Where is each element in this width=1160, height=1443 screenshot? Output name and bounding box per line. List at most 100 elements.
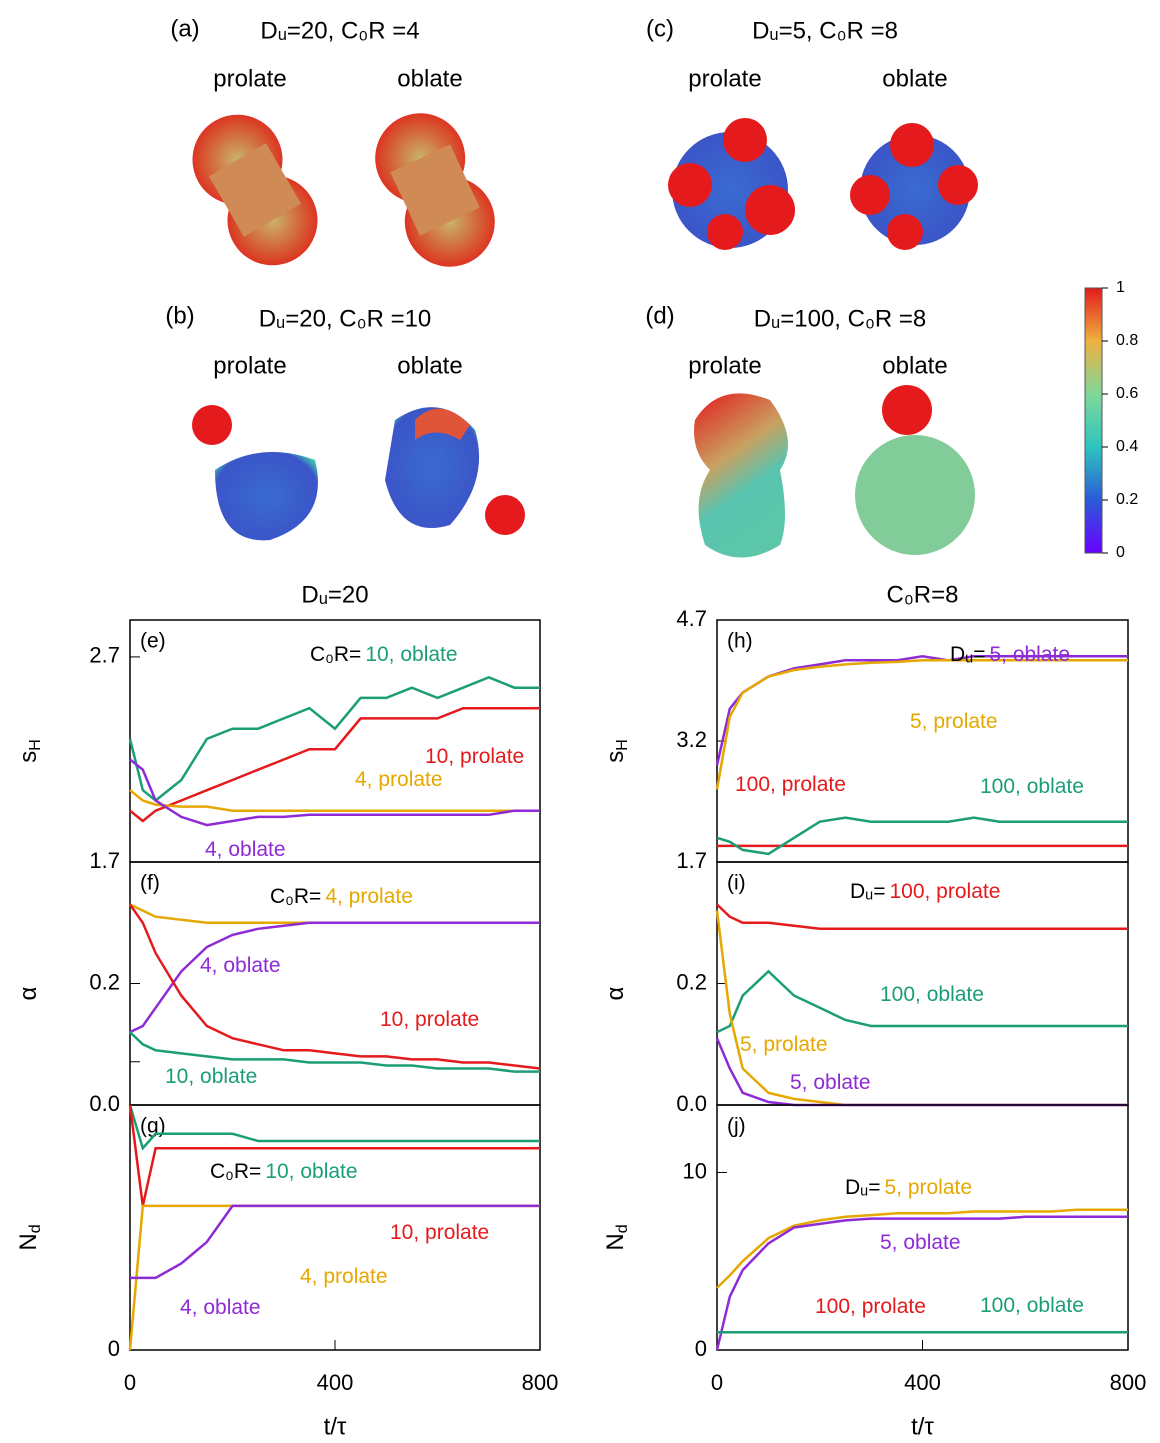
bud — [890, 123, 934, 167]
y-label-main: N — [602, 1233, 629, 1250]
label-prefix: C₀R= — [310, 643, 361, 666]
panel-label: (f) — [140, 872, 160, 895]
panel-title: Dᵤ=100, C₀R =8 — [754, 305, 927, 332]
y-tick-label: 0.2 — [89, 969, 120, 994]
series-label: 10, prolate — [380, 1008, 479, 1031]
series-label: C₀R=10, oblate — [310, 643, 458, 666]
series-label: C₀R=10, oblate — [210, 1160, 358, 1183]
series-name: 10, oblate — [165, 1065, 257, 1088]
series-name: 100, prolate — [889, 880, 1000, 903]
series-name: 4, oblate — [200, 954, 281, 977]
series-name: 5, prolate — [884, 1176, 972, 1199]
series-name: 10, prolate — [380, 1008, 479, 1031]
series-name: 10, oblate — [365, 643, 457, 666]
panel-label: (e) — [140, 630, 166, 653]
bud — [887, 214, 923, 250]
colorbar-tick-label: 1 — [1116, 279, 1125, 296]
series-label: 4, oblate — [205, 838, 286, 861]
y-tick-label: 4.7 — [676, 606, 707, 631]
label-prefix: Dᵤ= — [950, 643, 985, 666]
page: {"panels": [ {"label": "(a)", "title": "… — [0, 0, 1160, 1443]
series-name: 4, oblate — [205, 838, 286, 861]
series-name: 100, oblate — [880, 983, 984, 1006]
bud — [723, 118, 767, 162]
series-label: Dᵤ=5, oblate — [950, 643, 1070, 666]
y-tick-label: 0.0 — [676, 1091, 707, 1116]
panel-title: Dᵤ=5, C₀R =8 — [752, 17, 898, 44]
series-label: 4, prolate — [355, 768, 443, 791]
x-label: t/τ — [911, 1413, 934, 1440]
y-tick-label: 1.7 — [89, 848, 120, 873]
vesicle — [694, 393, 788, 557]
y-label-main: α — [602, 986, 629, 1000]
y-label: α — [602, 986, 629, 1000]
bud — [707, 214, 743, 250]
panel-label: (h) — [727, 630, 753, 653]
series-label: Dᵤ=100, prolate — [850, 880, 1000, 903]
series-label: 100, prolate — [815, 1295, 926, 1318]
y-label-main: α — [15, 986, 42, 1000]
series-label: 4, prolate — [300, 1265, 388, 1288]
vesicle — [360, 98, 509, 281]
y-label-main: s — [602, 751, 629, 763]
panel-label: (d) — [645, 302, 674, 329]
series-name: 100, oblate — [980, 775, 1084, 798]
series-label: 5, prolate — [740, 1033, 828, 1056]
series-label: 5, prolate — [910, 710, 998, 733]
x-tick-label: 400 — [317, 1370, 354, 1395]
series-name: 4, prolate — [355, 768, 443, 791]
y-tick-label: 0.0 — [89, 1091, 120, 1116]
vesicle — [176, 98, 334, 282]
series-label: 100, oblate — [980, 775, 1084, 798]
column-title: Dᵤ=20 — [301, 581, 368, 608]
series-line — [130, 760, 540, 826]
panel-title: Dᵤ=20, C₀R =10 — [259, 305, 432, 332]
y-label: Nd — [602, 1224, 631, 1250]
series-name: 100, prolate — [735, 773, 846, 796]
column-title: C₀R=8 — [887, 581, 959, 608]
series-line — [130, 1105, 540, 1206]
series-label: 10, oblate — [165, 1065, 257, 1088]
series-line — [130, 1105, 540, 1148]
y-tick-label: 0 — [695, 1336, 707, 1361]
shape-label: oblate — [882, 352, 947, 379]
colorbar-tick-label: 0.4 — [1116, 438, 1138, 455]
label-prefix: C₀R= — [210, 1160, 261, 1183]
series-label: 10, prolate — [390, 1221, 489, 1244]
x-tick-label: 800 — [522, 1370, 559, 1395]
series-name: 4, prolate — [300, 1265, 388, 1288]
series-name: 100, oblate — [980, 1294, 1084, 1317]
series-name: 4, oblate — [180, 1296, 261, 1319]
panel-label: (a) — [170, 15, 199, 42]
bud — [668, 163, 712, 207]
bud — [850, 175, 890, 215]
series-label: Dᵤ=5, prolate — [845, 1176, 972, 1199]
shape-label: prolate — [688, 65, 761, 92]
series-name: 5, oblate — [880, 1231, 961, 1254]
series-name: 5, oblate — [790, 1071, 871, 1094]
colorbar — [1085, 288, 1102, 553]
panel-label: (c) — [646, 15, 674, 42]
series-name: 5, prolate — [740, 1033, 828, 1056]
shape-label: prolate — [688, 352, 761, 379]
y-tick-label: 2.7 — [89, 643, 120, 668]
y-tick-label: 1.7 — [676, 848, 707, 873]
y-label-main: N — [15, 1233, 42, 1250]
label-prefix: C₀R= — [270, 885, 321, 908]
y-label: sH — [15, 739, 44, 763]
y-label: Nd — [15, 1224, 44, 1250]
shape-label: prolate — [213, 352, 286, 379]
label-prefix: Dᵤ= — [845, 1176, 880, 1199]
series-label: 10, prolate — [425, 745, 524, 768]
x-tick-label: 800 — [1110, 1370, 1147, 1395]
series-label: C₀R=4, prolate — [270, 885, 413, 908]
shape-label: prolate — [213, 65, 286, 92]
colorbar-tick-label: 0.6 — [1116, 385, 1138, 402]
x-label: t/τ — [324, 1413, 347, 1440]
figure: (a)Dᵤ=20, C₀R =4prolateoblate(b)Dᵤ=20, C… — [0, 0, 1160, 1443]
x-tick-label: 0 — [711, 1370, 723, 1395]
y-tick-label: 3.2 — [676, 727, 707, 752]
panel-label: (j) — [727, 1115, 746, 1138]
y-label-sub: H — [614, 739, 631, 751]
bud — [745, 185, 795, 235]
